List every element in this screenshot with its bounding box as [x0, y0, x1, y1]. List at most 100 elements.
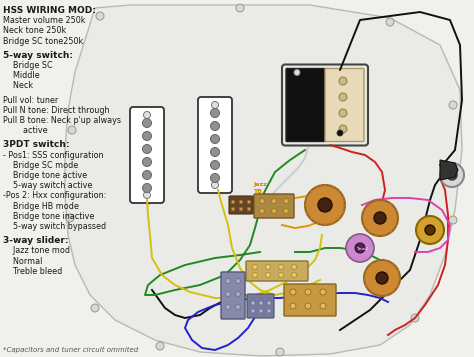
Text: Pull vol: tuner: Pull vol: tuner — [3, 96, 58, 105]
Circle shape — [390, 231, 392, 233]
Circle shape — [253, 265, 257, 270]
Circle shape — [440, 163, 464, 187]
Circle shape — [339, 77, 347, 85]
Circle shape — [253, 272, 257, 277]
Circle shape — [399, 277, 401, 279]
Circle shape — [259, 309, 263, 313]
Circle shape — [236, 305, 240, 310]
Circle shape — [449, 101, 457, 109]
Text: 5-way switch:: 5-way switch: — [3, 51, 73, 60]
Text: HSS WIRING MOD:: HSS WIRING MOD: — [3, 6, 96, 15]
Text: 5-way switch bypassed: 5-way switch bypassed — [3, 222, 106, 231]
Circle shape — [363, 225, 365, 227]
Circle shape — [364, 260, 400, 296]
Circle shape — [342, 196, 344, 199]
Circle shape — [370, 263, 372, 265]
Text: Bridge SC tone250k: Bridge SC tone250k — [3, 37, 83, 46]
Circle shape — [339, 109, 347, 117]
Circle shape — [156, 342, 164, 350]
Circle shape — [210, 174, 219, 182]
Circle shape — [368, 203, 370, 205]
Circle shape — [236, 278, 240, 283]
Circle shape — [362, 200, 398, 236]
Circle shape — [337, 190, 340, 192]
Circle shape — [239, 207, 243, 211]
Circle shape — [231, 207, 235, 211]
Polygon shape — [440, 160, 458, 180]
Circle shape — [231, 200, 235, 204]
Circle shape — [447, 170, 457, 180]
Circle shape — [259, 301, 263, 305]
Circle shape — [272, 208, 276, 213]
Text: Normal: Normal — [3, 257, 42, 266]
Polygon shape — [65, 5, 462, 356]
Circle shape — [226, 292, 230, 297]
Circle shape — [339, 125, 347, 133]
Text: Bridge tone inactive: Bridge tone inactive — [3, 212, 94, 221]
FancyBboxPatch shape — [284, 284, 336, 316]
Circle shape — [143, 183, 152, 192]
Circle shape — [342, 211, 344, 213]
Circle shape — [375, 200, 377, 202]
Text: Pull B tone: Neck p'up always: Pull B tone: Neck p'up always — [3, 116, 121, 125]
Circle shape — [365, 270, 367, 271]
FancyBboxPatch shape — [221, 272, 245, 319]
Circle shape — [395, 210, 397, 211]
FancyBboxPatch shape — [246, 261, 308, 281]
Circle shape — [392, 263, 394, 265]
Text: Treble bleed: Treble bleed — [3, 267, 62, 276]
Circle shape — [96, 12, 104, 20]
Circle shape — [304, 204, 307, 206]
Circle shape — [290, 289, 296, 295]
Circle shape — [68, 126, 76, 134]
Circle shape — [395, 225, 397, 227]
Text: Middle: Middle — [3, 71, 40, 80]
Text: 5-way switch active: 5-way switch active — [3, 181, 92, 190]
Circle shape — [355, 243, 365, 253]
Circle shape — [236, 292, 240, 297]
Circle shape — [365, 285, 367, 287]
Circle shape — [374, 212, 386, 224]
Circle shape — [306, 196, 308, 199]
Text: active: active — [3, 126, 47, 135]
Circle shape — [305, 303, 311, 309]
Circle shape — [279, 272, 283, 277]
Circle shape — [247, 200, 251, 204]
Text: Bridge HB mode: Bridge HB mode — [3, 202, 79, 211]
Text: Bridge SC: Bridge SC — [3, 61, 53, 70]
Circle shape — [251, 301, 255, 305]
Circle shape — [210, 121, 219, 131]
Circle shape — [316, 222, 319, 224]
Text: -Pos 2: Hxx configuration:: -Pos 2: Hxx configuration: — [3, 191, 106, 200]
Circle shape — [292, 265, 297, 270]
Circle shape — [316, 186, 319, 188]
FancyBboxPatch shape — [130, 107, 164, 203]
Text: 3PDT switch:: 3PDT switch: — [3, 140, 70, 149]
Circle shape — [331, 186, 334, 188]
Circle shape — [397, 285, 399, 287]
Circle shape — [377, 260, 379, 262]
Circle shape — [370, 291, 372, 293]
Circle shape — [337, 130, 343, 136]
Circle shape — [363, 210, 365, 211]
Text: - Pos1: SSS configuration: - Pos1: SSS configuration — [3, 151, 103, 160]
Circle shape — [383, 200, 385, 202]
Circle shape — [210, 161, 219, 170]
Text: Jazz tone mod: Jazz tone mod — [3, 246, 70, 255]
FancyBboxPatch shape — [325, 69, 364, 141]
FancyBboxPatch shape — [198, 97, 232, 193]
Circle shape — [396, 217, 399, 219]
Circle shape — [385, 294, 387, 296]
Circle shape — [290, 303, 296, 309]
Circle shape — [411, 314, 419, 322]
Circle shape — [343, 204, 346, 206]
Circle shape — [91, 304, 99, 312]
Circle shape — [324, 223, 326, 226]
Circle shape — [364, 277, 365, 279]
Text: Bridge tone active: Bridge tone active — [3, 171, 87, 180]
Circle shape — [259, 198, 264, 203]
Text: Neck: Neck — [3, 81, 33, 90]
Circle shape — [265, 265, 271, 270]
Circle shape — [346, 234, 374, 262]
Circle shape — [236, 4, 244, 12]
